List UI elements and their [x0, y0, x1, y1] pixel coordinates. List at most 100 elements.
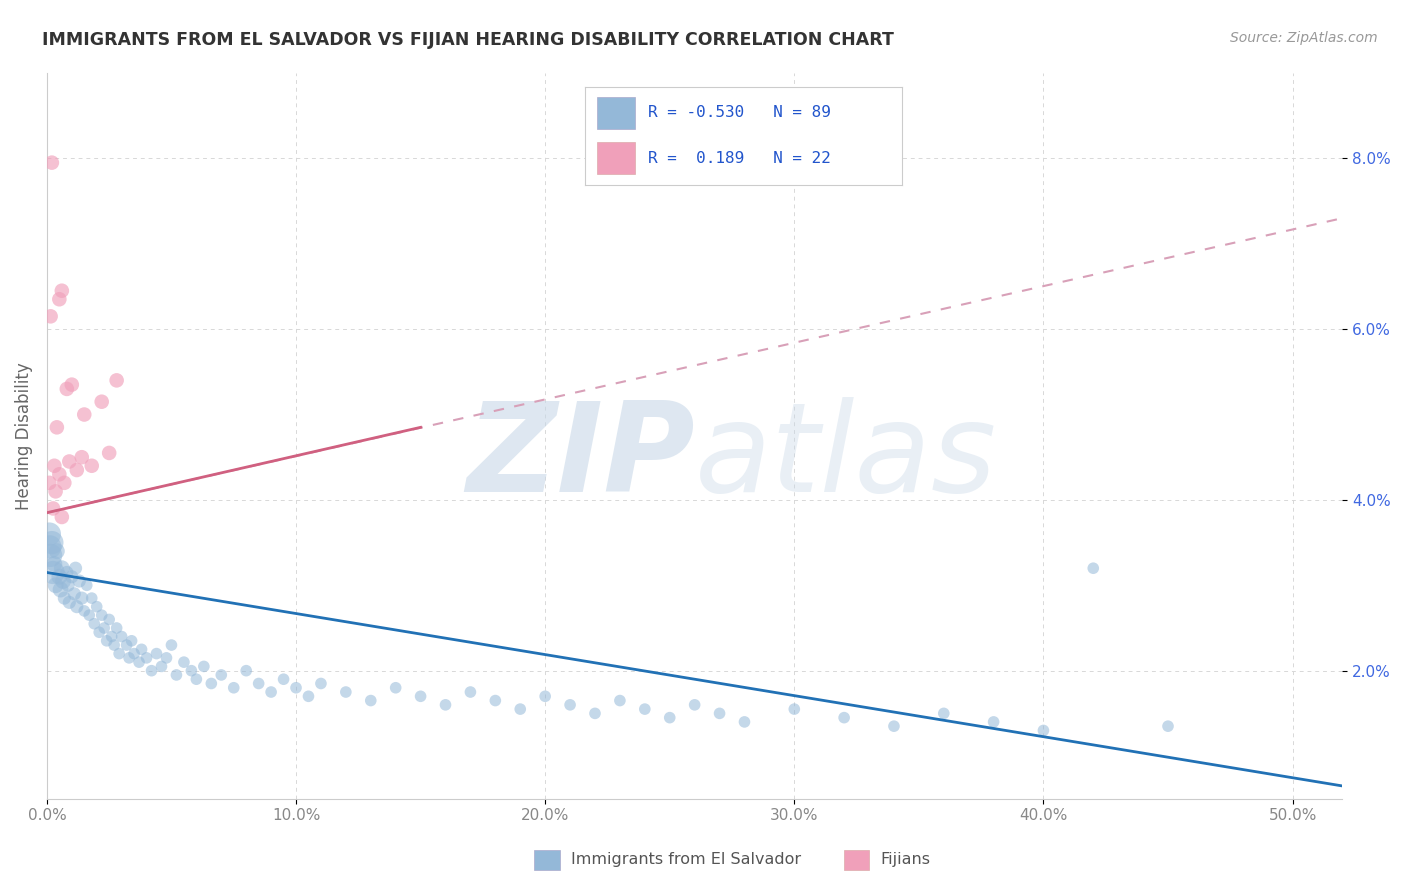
Point: [484, 693, 506, 707]
Point: [98, 612, 121, 626]
Point: [145, 647, 167, 661]
Point: [80, 458, 103, 473]
Point: [609, 693, 631, 707]
Point: [52, 574, 75, 588]
Point: [309, 676, 332, 690]
Point: [222, 681, 245, 695]
Point: [932, 706, 955, 721]
Point: [73, 604, 96, 618]
Point: [83, 616, 105, 631]
Point: [96, 633, 118, 648]
Point: [86, 599, 108, 614]
Point: [534, 690, 557, 704]
Point: [38, 540, 60, 554]
Point: [150, 659, 173, 673]
Point: [51, 510, 73, 524]
Y-axis label: Hearing Disability: Hearing Disability: [15, 362, 32, 509]
Point: [118, 651, 141, 665]
Point: [235, 664, 257, 678]
Text: ZIP: ZIP: [465, 397, 695, 518]
Point: [186, 672, 208, 686]
Point: [39, 549, 62, 563]
Point: [38, 475, 60, 490]
Point: [38, 527, 60, 541]
Point: [51, 561, 73, 575]
Point: [335, 685, 357, 699]
Point: [105, 621, 128, 635]
Point: [45, 484, 67, 499]
Point: [51, 284, 73, 298]
Point: [247, 676, 270, 690]
Point: [45, 578, 67, 592]
Point: [98, 446, 121, 460]
Point: [48, 292, 70, 306]
Point: [44, 458, 66, 473]
Point: [60, 377, 83, 392]
Point: [42, 501, 65, 516]
Point: [77, 608, 100, 623]
Point: [39, 310, 62, 324]
Point: [1157, 719, 1180, 733]
Point: [73, 408, 96, 422]
Point: [180, 664, 202, 678]
Point: [209, 668, 232, 682]
Point: [48, 467, 70, 482]
Point: [155, 651, 177, 665]
Text: Immigrants from El Salvador: Immigrants from El Salvador: [571, 853, 801, 867]
Point: [56, 382, 79, 396]
Text: Fijians: Fijians: [880, 853, 931, 867]
Point: [683, 698, 706, 712]
Text: Source: ZipAtlas.com: Source: ZipAtlas.com: [1230, 31, 1378, 45]
Point: [90, 608, 112, 623]
Point: [384, 681, 406, 695]
Point: [56, 578, 79, 592]
Point: [160, 638, 183, 652]
Point: [48, 570, 70, 584]
Point: [56, 566, 79, 580]
Point: [45, 420, 67, 434]
Point: [558, 698, 581, 712]
Text: IMMIGRANTS FROM EL SALVADOR VS FIJIAN HEARING DISABILITY CORRELATION CHART: IMMIGRANTS FROM EL SALVADOR VS FIJIAN HE…: [42, 31, 894, 49]
Point: [434, 698, 457, 712]
Point: [165, 668, 187, 682]
Point: [121, 633, 143, 648]
Point: [634, 702, 657, 716]
Point: [141, 664, 163, 678]
Point: [131, 642, 153, 657]
Text: atlas: atlas: [695, 397, 997, 518]
Point: [63, 587, 86, 601]
Point: [285, 681, 308, 695]
Point: [66, 599, 89, 614]
Point: [733, 714, 755, 729]
Point: [53, 475, 76, 490]
Point: [360, 693, 382, 707]
Point: [658, 711, 681, 725]
Point: [111, 630, 134, 644]
Point: [89, 625, 111, 640]
Point: [1083, 561, 1105, 575]
Point: [93, 621, 115, 635]
Point: [783, 702, 806, 716]
Point: [66, 463, 89, 477]
Point: [273, 672, 295, 686]
Point: [80, 591, 103, 606]
Point: [70, 450, 93, 465]
Point: [122, 647, 145, 661]
Point: [128, 655, 150, 669]
Point: [115, 638, 138, 652]
Point: [583, 706, 606, 721]
Point: [60, 570, 83, 584]
Point: [709, 706, 731, 721]
Point: [135, 651, 157, 665]
Point: [460, 685, 482, 699]
Point: [103, 638, 125, 652]
Point: [100, 630, 122, 644]
Point: [173, 655, 195, 669]
Point: [41, 155, 63, 169]
Point: [53, 591, 76, 606]
Point: [42, 566, 65, 580]
Point: [260, 685, 283, 699]
Point: [297, 690, 319, 704]
Point: [509, 702, 531, 716]
Point: [58, 595, 80, 609]
